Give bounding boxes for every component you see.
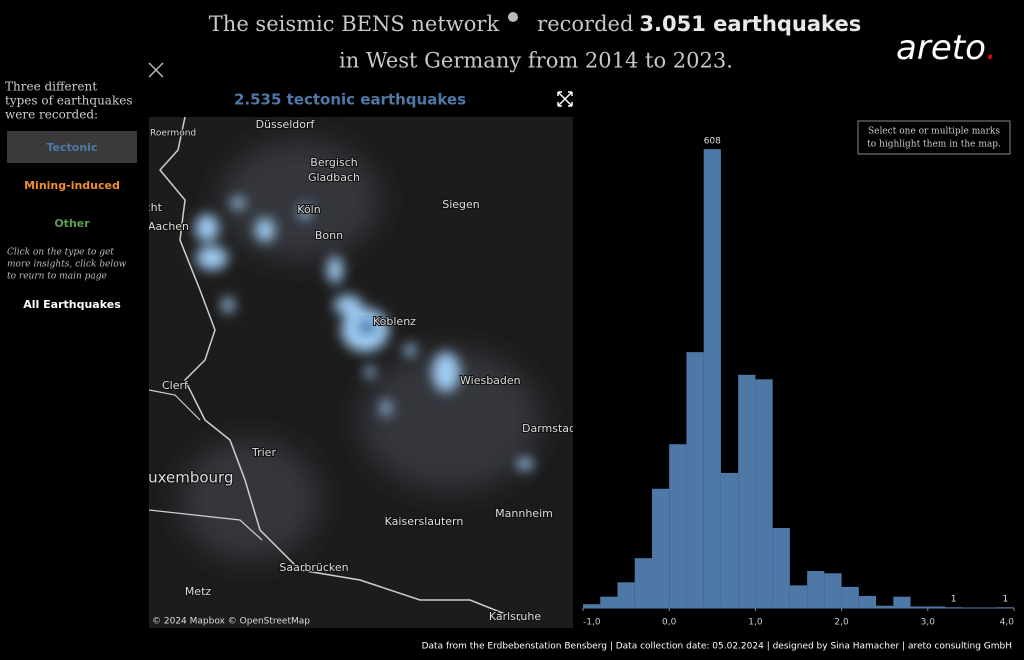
attribution: © 2024 Mapbox © OpenStreetMap [152, 617, 310, 627]
note-text: more insights, click below [7, 260, 127, 270]
intro-text: were recorded: [5, 108, 98, 122]
city-label: Bergisch [310, 156, 357, 169]
bar [651, 488, 670, 608]
bar [720, 472, 739, 608]
logo-dot: . [986, 28, 997, 68]
city-label: Gladbach [308, 171, 360, 184]
x-tick-label: 1,0 [748, 618, 763, 628]
bar [807, 571, 825, 608]
bar [927, 606, 946, 608]
city-label: Metz [185, 585, 212, 598]
bar [755, 379, 773, 608]
value-label: 1 [1003, 595, 1009, 605]
title-part: 3.051 earthquakes [639, 12, 861, 36]
city-label: Saarbrücken [279, 561, 348, 574]
bar [858, 595, 877, 608]
all-button[interactable]: All Earthquakes [23, 298, 121, 311]
title-part: recorded [537, 12, 633, 36]
city-label: Luxembourg [140, 469, 234, 487]
city-label: Mannheim [495, 507, 553, 520]
bar [617, 582, 635, 608]
title-part: The seismic BENS network [209, 12, 500, 36]
close-icon[interactable] [148, 62, 164, 78]
city-label: Maastricht [104, 201, 163, 214]
title-line2: in West Germany from 2014 to 2023. [339, 49, 733, 73]
border [149, 389, 263, 541]
bar [772, 528, 790, 608]
intro-text: types of earthquakes [5, 94, 132, 108]
type-button[interactable]: Mining-induced [24, 179, 120, 192]
bar [669, 444, 687, 608]
city-label: Koblenz [373, 315, 416, 328]
x-tick-label: 3,0 [921, 618, 936, 628]
x-tick-label: 0,0 [662, 618, 677, 628]
title-line1: The seismic BENS network recorded 3.051 ea… [209, 12, 861, 37]
button-bg[interactable] [7, 131, 137, 163]
type-button[interactable]: Tectonic [47, 141, 98, 154]
city-label: Düsseldorf [256, 118, 316, 131]
city-label: Karlsruhe [489, 610, 542, 623]
bar [910, 606, 928, 608]
tooltip-box [857, 120, 1011, 155]
map-texture [180, 140, 540, 560]
x-tick-label: -1,0 [583, 618, 601, 628]
bar [634, 558, 652, 608]
logo: areto. [896, 28, 997, 68]
heatmap-core [359, 321, 375, 333]
city-label: Trier [251, 446, 276, 459]
value-label: 608 [704, 137, 721, 147]
bar [583, 604, 601, 608]
footer: Data from the Erdbebenstation Bensberg |… [422, 642, 1012, 652]
fullscreen-icon[interactable] [557, 91, 573, 107]
city-label: Wiesbaden [460, 374, 521, 387]
tooltip-text: Select one or multiple marks [868, 127, 1000, 137]
map: Roermond Düsseldorf Bergisch Gladbach Köln Bo… [104, 117, 581, 628]
note-text: Click on the type to get [7, 248, 114, 258]
histogram: 608 1 1 -1,0 0,0 1,0 2,0 3,0 4,0 [582, 137, 1015, 628]
tooltip-text: to highlight them in the map. [867, 140, 1001, 150]
info-icon[interactable] [508, 12, 518, 22]
x-tick-label: 4,0 [1000, 618, 1015, 628]
border [159, 117, 521, 621]
bar [703, 149, 721, 608]
city-label: Siegen [442, 198, 480, 211]
bar [738, 374, 756, 608]
bar [841, 586, 859, 608]
bar [824, 573, 842, 608]
city-label: Darmstadt [522, 422, 581, 435]
bar [686, 352, 704, 608]
intro-text: Three different [5, 80, 97, 94]
bar [893, 596, 911, 608]
logo-text: areto [896, 28, 986, 68]
city-label: Kaiserslautern [385, 515, 464, 528]
type-button[interactable]: Other [54, 217, 90, 230]
x-tick-label: 2,0 [834, 618, 849, 628]
value-label: 1 [951, 595, 957, 605]
city-label: Köln [297, 203, 320, 216]
bar [876, 605, 894, 608]
city-label: Bonn [315, 229, 343, 242]
bar [600, 596, 618, 608]
cities: Roermond Düsseldorf Bergisch Gladbach Köln Bo… [104, 117, 581, 624]
city-label: Aachen [148, 220, 189, 233]
city-label: Roermond [150, 129, 196, 139]
bar [789, 585, 808, 608]
tooltip: Select one or multiple marks to highlight… [867, 127, 1001, 150]
map-title: 2.535 tectonic earthquakes [234, 91, 466, 109]
note-text: to reurn to main page [7, 272, 107, 282]
city-label: Clerf [162, 379, 189, 392]
